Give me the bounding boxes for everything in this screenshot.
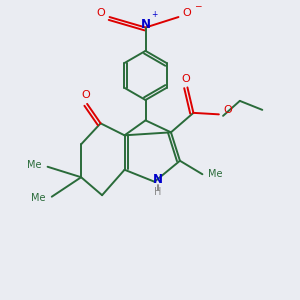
Text: N: N [141,18,151,31]
Text: +: + [151,11,158,20]
Text: Me: Me [27,160,41,170]
Text: Me: Me [208,169,222,179]
Text: N: N [153,173,163,186]
Text: Me: Me [31,193,46,203]
Text: O: O [182,8,191,18]
Text: O: O [96,8,105,18]
Text: −: − [194,1,202,10]
Text: O: O [182,74,190,84]
Text: O: O [223,105,232,115]
Text: O: O [81,91,90,100]
Text: H: H [154,187,162,197]
